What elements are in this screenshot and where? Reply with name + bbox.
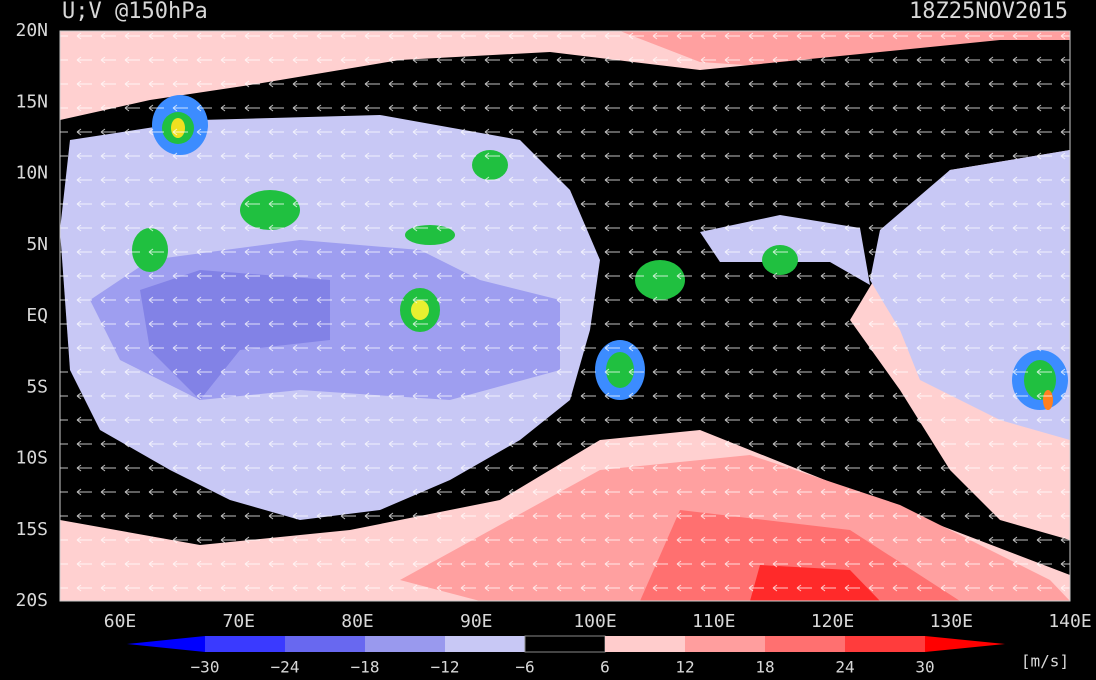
colorbar-segment: [845, 636, 925, 652]
colorbar-label: −24: [271, 658, 300, 677]
lon-label: 100E: [573, 611, 616, 632]
colorbar-segment: [445, 636, 525, 652]
colorbar-segment: [685, 636, 765, 652]
lat-label: 10N: [15, 163, 48, 184]
lon-label: 80E: [341, 611, 374, 632]
lon-label: 90E: [460, 611, 493, 632]
title: U;V @150hPa: [62, 0, 208, 24]
colorbar-unit: [m/s]: [1021, 652, 1069, 671]
colorbar-label: 18: [755, 658, 774, 677]
colorbar-segment: [925, 636, 1005, 652]
colorbar-label: −12: [431, 658, 460, 677]
colorbar-label: 12: [675, 658, 694, 677]
lon-label: 70E: [222, 611, 255, 632]
lat-label: 10S: [15, 448, 48, 469]
map-frame: [59, 30, 1071, 602]
lon-label: 140E: [1048, 611, 1091, 632]
colorbar-label: 6: [600, 658, 610, 677]
lon-label: 60E: [104, 611, 137, 632]
lon-label: 130E: [930, 611, 973, 632]
colorbar-label: −30: [191, 658, 220, 677]
lat-label: 20N: [15, 20, 48, 41]
colorbar-label: −18: [351, 658, 380, 677]
colorbar-label: 24: [835, 658, 854, 677]
map-field: [60, 31, 1070, 601]
timestamp: 18Z25NOV2015: [909, 0, 1068, 24]
colorbar-label: 30: [915, 658, 934, 677]
colorbar-segment: [605, 636, 685, 652]
lon-label: 110E: [692, 611, 735, 632]
colorbar-segment: [365, 636, 445, 652]
lat-label: 5S: [26, 376, 48, 397]
colorbar-segment: [285, 636, 365, 652]
colorbar-segment: [765, 636, 845, 652]
colorbar-segment: [127, 636, 205, 652]
lon-label: 120E: [811, 611, 854, 632]
colorbar-segment: [524, 635, 606, 653]
lat-label: EQ: [26, 305, 48, 326]
lat-label: 15S: [15, 519, 48, 540]
colorbar-label: −6: [515, 658, 534, 677]
lat-label: 15N: [15, 91, 48, 112]
wind-vectors: [60, 31, 1070, 601]
lat-label: 5N: [26, 234, 48, 255]
lat-label: 20S: [15, 590, 48, 611]
colorbar: [127, 635, 1005, 653]
colorbar-segment: [205, 636, 285, 652]
